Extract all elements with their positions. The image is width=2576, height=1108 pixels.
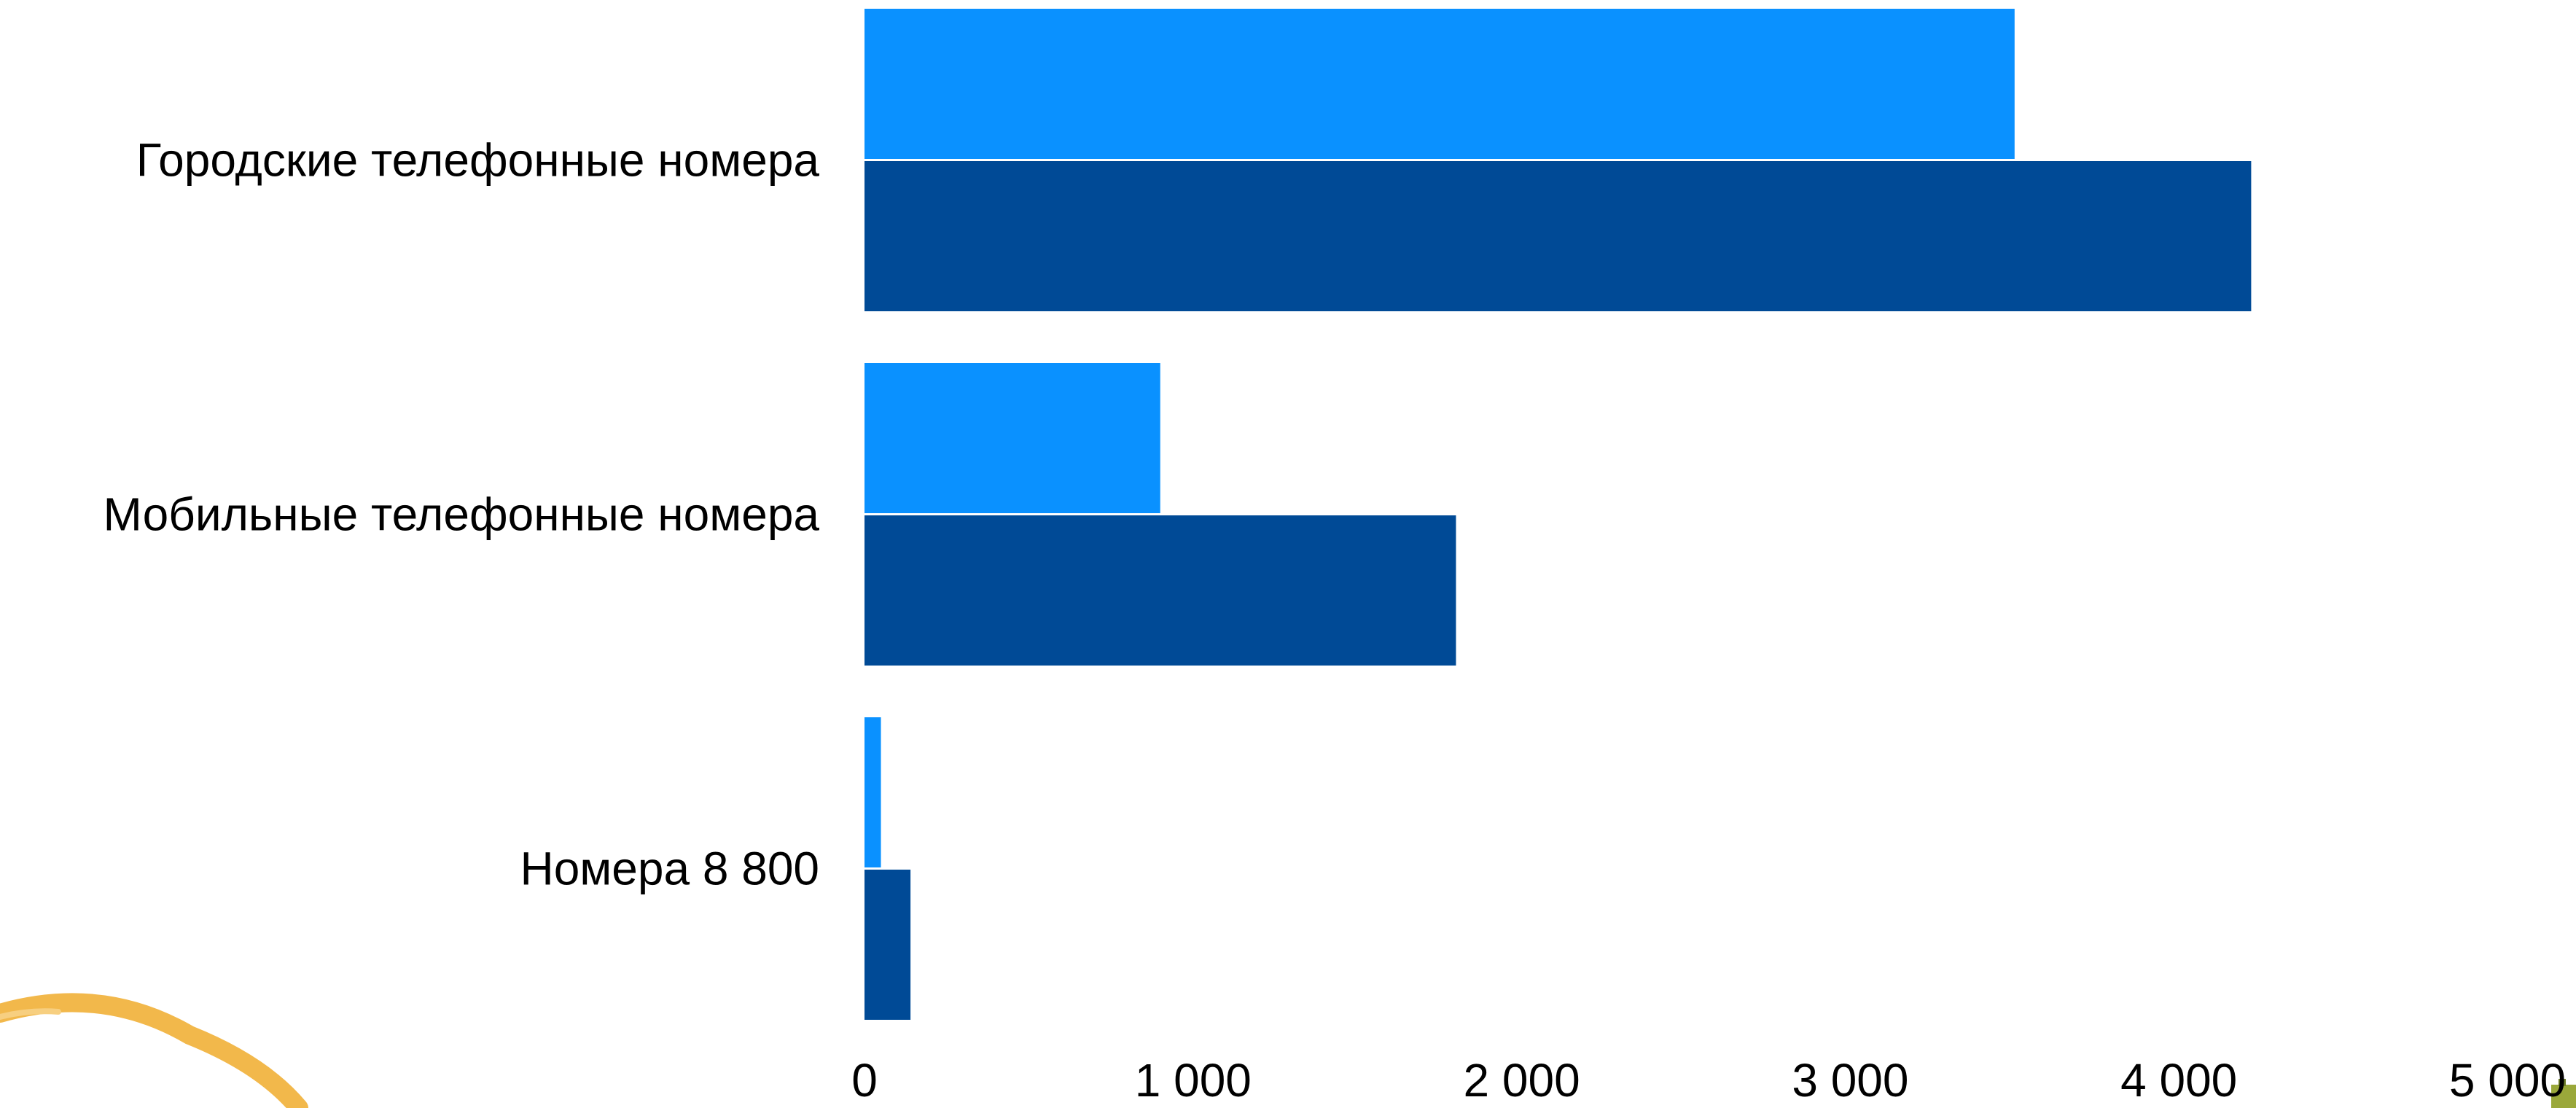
category-label: Городские телефонные номера [136,134,820,187]
bar-1-series-2 [864,161,2252,311]
x-tick-label: 0 [851,1054,878,1107]
partial-logo-icon [2551,1079,2576,1108]
x-tick-label: 3 000 [1792,1054,1908,1107]
category-label: Номера 8 800 [520,843,819,895]
bar-3-series-1 [864,717,881,867]
bars-layer [864,9,2252,1020]
x-tick-label: 1 000 [1135,1054,1252,1107]
category-label: Мобильные телефонные номера [104,488,820,541]
x-tick-label: 4 000 [2120,1054,2237,1107]
bar-2-series-2 [864,515,1456,666]
x-tick-label: 5 000 [2449,1054,2566,1107]
labels-layer: Городские телефонные номера Мобильные тел… [104,134,2567,1107]
x-tick-label: 2 000 [1464,1054,1580,1107]
bar-1-series-1 [864,9,2015,159]
orange-arc-inner-icon [0,1008,61,1020]
orange-arc-icon [0,993,308,1108]
bar-2-series-1 [864,363,1160,513]
bar-3-series-2 [864,870,911,1020]
